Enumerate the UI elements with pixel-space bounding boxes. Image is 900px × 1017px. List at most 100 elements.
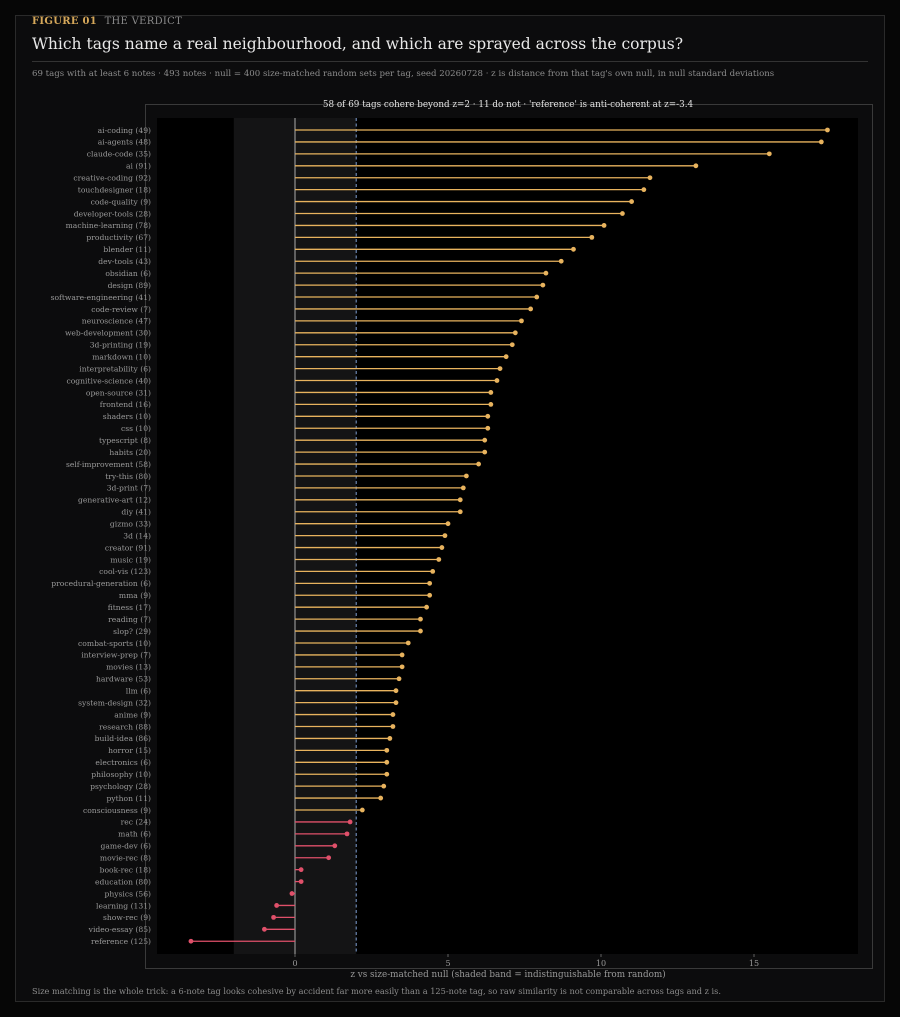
category-labels: ai-coding (49) ai-agents (48) claude-code … — [51, 126, 151, 946]
category-label: reading (7) — [108, 615, 151, 624]
category-label: education (80) — [95, 877, 151, 886]
category-label: css (10) — [121, 424, 151, 433]
figure-kicker: THE VERDICT — [104, 16, 183, 27]
category-label: show-rec (9) — [103, 913, 151, 922]
category-label: gizmo (33) — [110, 519, 151, 528]
category-label: slop? (29) — [113, 627, 151, 636]
lollipop-dot — [298, 879, 304, 884]
category-label: obsidian (6) — [105, 269, 151, 278]
category-label: design (89) — [108, 281, 151, 290]
lollipop-dot — [647, 175, 653, 181]
category-label: python (11) — [106, 794, 151, 803]
category-label: ai (91) — [126, 162, 151, 171]
category-label: markdown (10) — [92, 352, 151, 361]
lollipop-dot — [571, 246, 576, 252]
lollipop-dot — [384, 771, 390, 777]
lollipop-dot — [188, 938, 194, 944]
category-label: machine-learning (78) — [66, 221, 151, 230]
lollipop-dot — [439, 545, 445, 550]
category-label: diy (41) — [121, 508, 151, 517]
lollipop-dot — [509, 342, 515, 348]
category-label: rec (24) — [121, 818, 151, 827]
category-label: touchdesigner (18) — [78, 185, 151, 194]
lollipop-dot — [476, 461, 481, 467]
lollipop-dot — [347, 819, 353, 825]
x-tick-label: 0 — [292, 959, 297, 968]
lollipop-dot — [381, 783, 387, 789]
lollipop-dot — [332, 843, 338, 849]
category-label: movie-rec (8) — [100, 854, 151, 863]
lollipop-dot — [482, 449, 488, 455]
lollipop-dot — [512, 330, 518, 336]
lollipop-dot — [399, 652, 405, 658]
category-label: try-this (80) — [105, 472, 151, 481]
category-label: 3d-print (7) — [107, 484, 151, 493]
lollipop-dot — [427, 592, 433, 598]
x-tick-label: 15 — [749, 959, 759, 968]
category-label: research (88) — [99, 722, 151, 731]
lollipop-dot — [298, 867, 304, 873]
category-label: shaders (10) — [103, 412, 151, 421]
category-label: reference (125) — [91, 937, 151, 946]
lollipop-dot — [326, 855, 332, 861]
category-label: software-engineering (41) — [51, 293, 151, 302]
category-label: cognitive-science (40) — [66, 376, 151, 385]
lollipop-dot — [390, 712, 396, 717]
lollipop-dot — [558, 258, 564, 264]
lollipop-dot — [629, 199, 634, 204]
category-label: creator (91) — [105, 543, 151, 552]
lollipop-dot — [488, 401, 494, 407]
category-label: open-source (31) — [86, 388, 151, 397]
lollipop-dot — [399, 664, 405, 670]
lollipop-dot — [430, 569, 436, 574]
lollipop-dot — [289, 891, 295, 896]
category-label: combat-sports (10) — [78, 639, 151, 648]
lollipop-dot — [384, 747, 390, 753]
category-label: psychology (28) — [90, 782, 151, 791]
category-label: hardware (53) — [96, 675, 151, 684]
figure-number: FIGURE 01 — [32, 16, 98, 27]
lollipop-dot — [589, 234, 595, 240]
lollipop-dot — [393, 700, 399, 706]
lollipop-dot — [274, 903, 280, 908]
category-label: mma (9) — [119, 591, 151, 600]
category-label: game-dev (6) — [101, 842, 152, 851]
lollipop-dot — [359, 807, 365, 813]
lollipop-dot — [485, 425, 491, 431]
category-label: 3d-printing (19) — [90, 341, 151, 350]
lollipop-dot — [766, 151, 772, 157]
lollipop-dot — [620, 211, 625, 216]
x-axis-label: z vs size-matched null (shaded band = in… — [350, 969, 665, 980]
lollipop-dot — [503, 354, 509, 360]
category-label: ai-coding (49) — [98, 126, 151, 135]
lollipop-dot — [457, 497, 463, 503]
lollipop-dot — [393, 688, 399, 694]
category-label: learning (131) — [96, 901, 151, 910]
category-label: cool-vis (123) — [99, 567, 151, 576]
lollipop-dot — [442, 533, 448, 539]
category-label: procedural-generation (6) — [51, 579, 151, 588]
category-label: typescript (8) — [99, 436, 151, 445]
category-label: creative-coding (92) — [73, 174, 151, 183]
category-label: interpretability (6) — [79, 364, 151, 373]
x-tick-label: 5 — [445, 959, 450, 968]
category-label: music (19) — [110, 555, 151, 564]
x-axis-ticks: 0 5 10 15 — [292, 954, 759, 968]
category-label: blender (11) — [103, 245, 151, 254]
category-label: code-review (7) — [91, 305, 151, 314]
lollipop-dot — [460, 485, 466, 491]
category-label: ai-agents (48) — [98, 138, 151, 147]
category-label: generative-art (12) — [78, 496, 151, 505]
category-label: video-essay (85) — [88, 925, 151, 934]
lollipop-dot — [485, 413, 491, 419]
lollipop-dot — [825, 127, 830, 133]
category-label: math (6) — [118, 830, 151, 839]
lollipop-dot — [818, 139, 824, 145]
x-tick-label: 10 — [596, 959, 606, 968]
category-label: movies (13) — [106, 663, 151, 672]
category-label: claude-code (35) — [87, 150, 151, 159]
lollipop-dot — [494, 378, 500, 383]
lollipop-dot — [427, 580, 433, 586]
lollipop-dot — [528, 306, 534, 312]
category-label: book-rec (18) — [100, 865, 151, 874]
